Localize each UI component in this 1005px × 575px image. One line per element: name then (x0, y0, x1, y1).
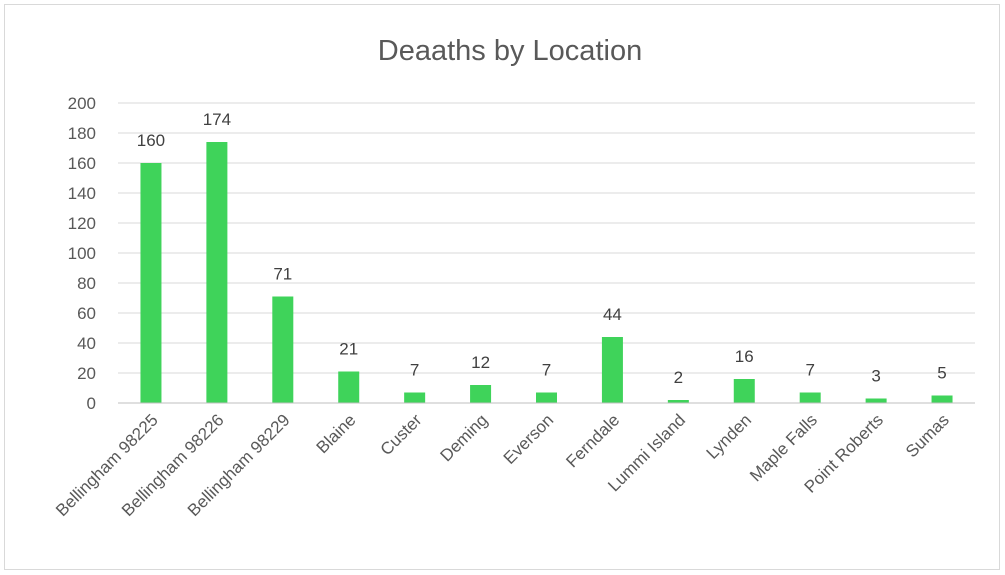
bar (404, 392, 426, 403)
data-label: 7 (805, 361, 814, 380)
data-label: 174 (203, 110, 231, 129)
data-label: 7 (410, 361, 419, 380)
bar (931, 395, 953, 403)
data-labels: 160 174 71 21 7 12 7 44 2 16 7 3 5 (137, 110, 947, 387)
bar (601, 337, 623, 403)
y-tick-label: 180 (68, 124, 96, 143)
x-tick-label: Blaine (313, 410, 360, 457)
x-tick-label: Everson (500, 410, 558, 468)
data-label: 71 (273, 265, 292, 284)
gridlines (118, 102, 975, 374)
data-label: 7 (542, 361, 551, 380)
bar (272, 296, 294, 403)
data-label: 3 (871, 367, 880, 386)
y-tick-label: 160 (68, 154, 96, 173)
data-label: 16 (735, 347, 754, 366)
chart-frame (4, 4, 1000, 570)
y-tick-label: 200 (68, 94, 96, 113)
bars (140, 142, 953, 403)
bar (799, 392, 821, 403)
y-tick-label: 40 (77, 334, 96, 353)
bar (667, 400, 689, 403)
x-tick-label: Custer (377, 410, 426, 459)
x-tick-label: Lynden (703, 410, 755, 462)
y-tick-label: 120 (68, 214, 96, 233)
x-tick-label: Ferndale (562, 410, 623, 471)
data-label: 21 (339, 340, 358, 359)
bar (140, 163, 162, 403)
chart-title: Deaaths by Location (378, 35, 642, 67)
data-label: 160 (137, 131, 165, 150)
bar (733, 379, 755, 403)
bar (338, 371, 360, 403)
data-label: 5 (937, 364, 946, 383)
y-tick-label: 100 (68, 244, 96, 263)
y-tick-label: 80 (77, 274, 96, 293)
y-tick-label: 20 (77, 364, 96, 383)
y-axis-ticks: 0 20 40 60 80 100 120 140 160 180 200 (68, 94, 96, 413)
x-tick-label: Sumas (902, 410, 953, 461)
y-tick-label: 140 (68, 184, 96, 203)
bar (536, 392, 557, 403)
data-label: 2 (674, 368, 683, 387)
bar (206, 142, 228, 403)
data-label: 12 (471, 353, 490, 372)
y-tick-label: 0 (87, 394, 96, 413)
x-tick-label: Deming (437, 410, 492, 465)
data-label: 44 (603, 305, 622, 324)
y-tick-label: 60 (77, 304, 96, 323)
bar (865, 398, 887, 403)
bar (470, 385, 492, 403)
